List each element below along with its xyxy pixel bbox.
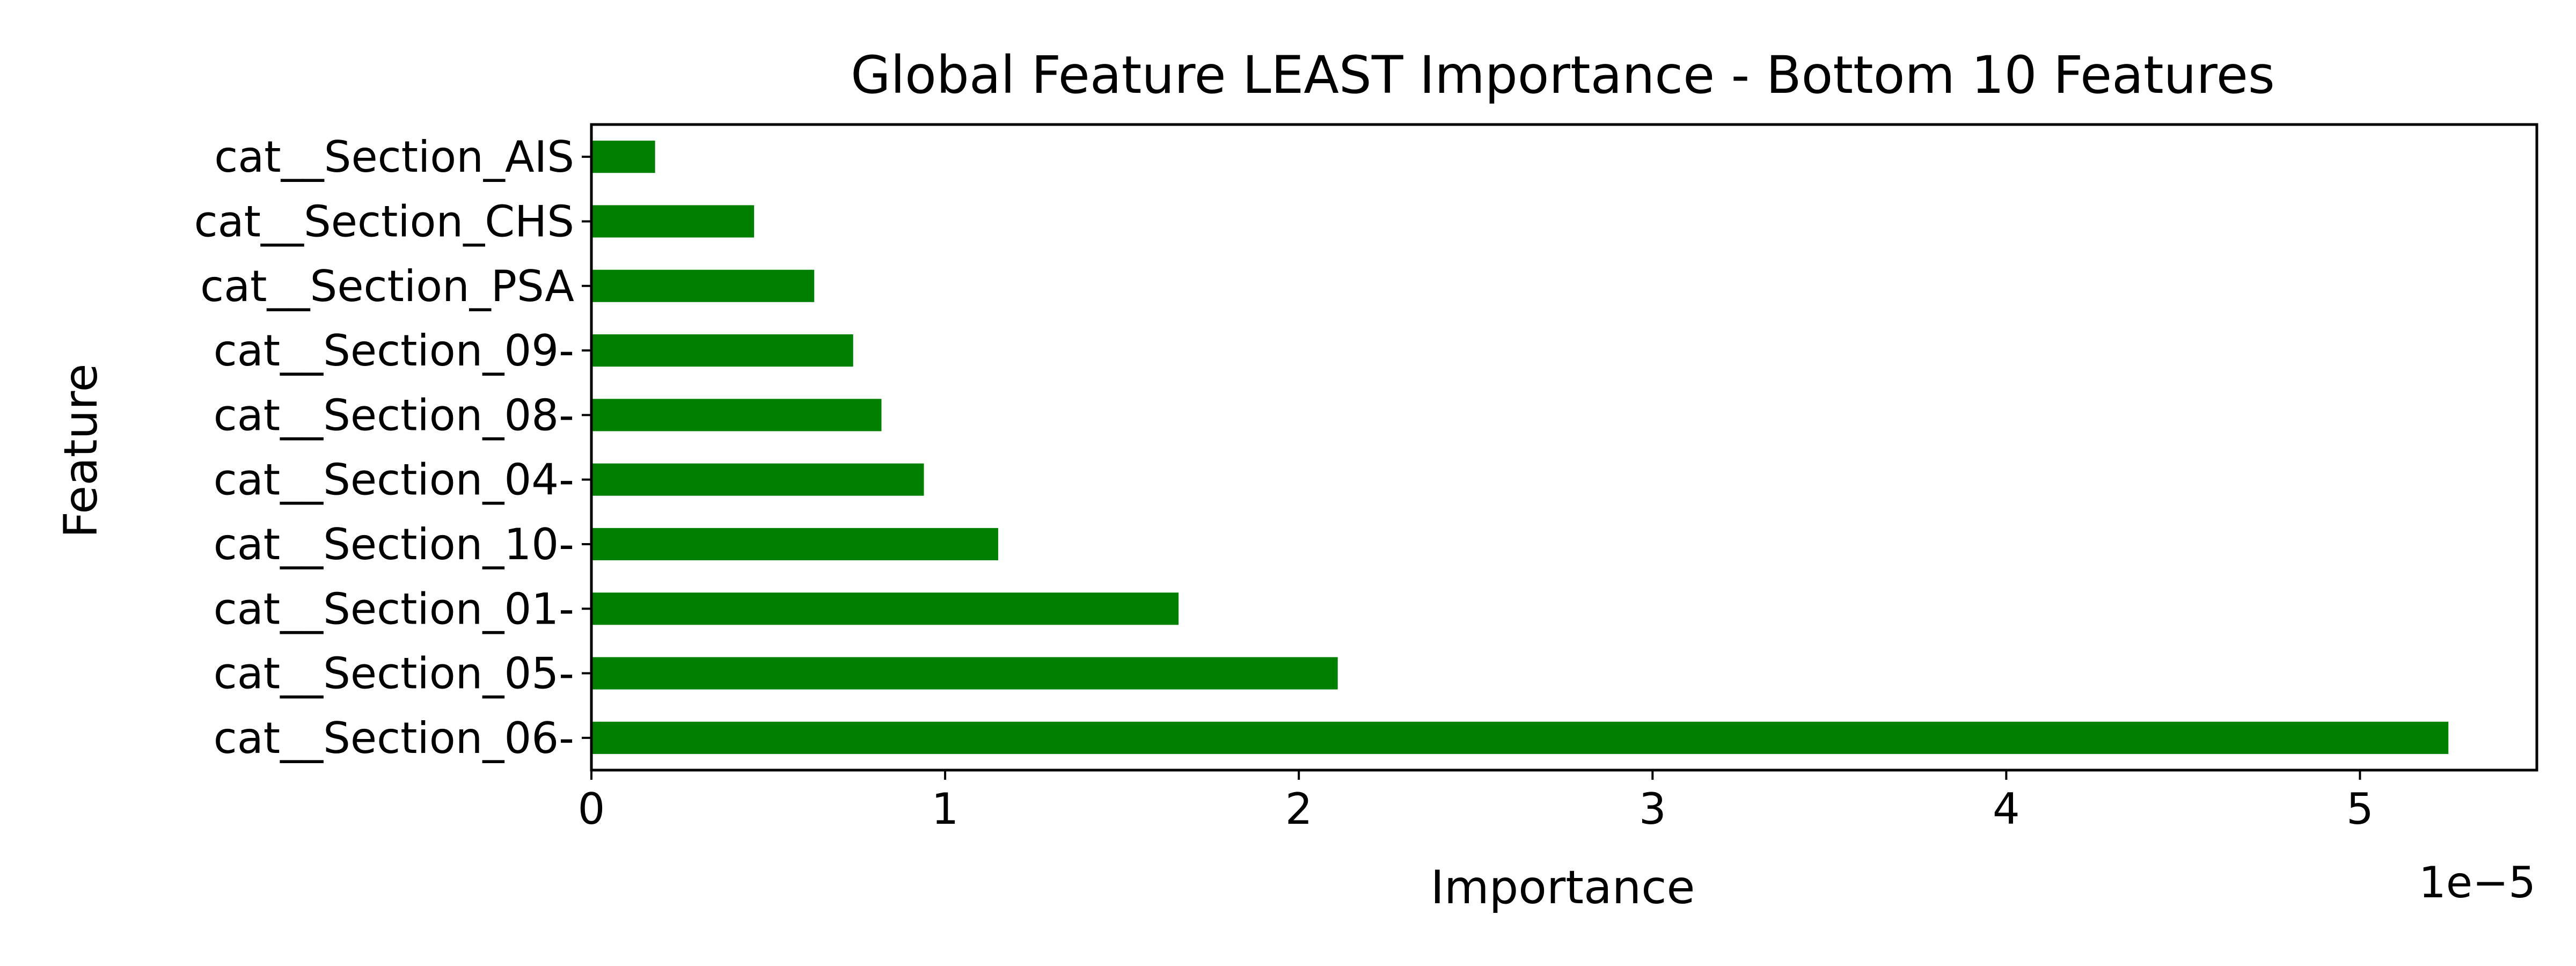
bar [591,721,2449,754]
y-tick-label: cat__Section_09- [214,326,574,376]
bars-group [591,141,2449,754]
x-axis-offset-label: 1e−5 [2419,858,2536,908]
y-tick-label: cat__Section_05- [214,649,574,699]
x-tick-label: 5 [2346,784,2374,834]
y-tick-label: cat__Section_06- [214,713,574,763]
chart-title: Global Feature LEAST Importance - Bottom… [851,45,2275,105]
x-tick-label: 3 [1639,784,1666,834]
bar [591,334,853,367]
bar [591,205,755,238]
x-tick-label: 2 [1285,784,1313,834]
bar [591,141,655,173]
bar [591,269,815,302]
bar [591,592,1179,625]
x-tick-label: 0 [578,784,605,834]
plot-area-frame [590,123,2538,772]
y-tick-label: cat__Section_04- [214,455,574,505]
y-tick-label: cat__Section_10- [214,519,574,569]
bar [591,399,882,431]
x-tick-label: 4 [1993,784,2020,834]
y-tick-label: cat__Section_01- [214,584,574,634]
x-axis-ticks: 0 1 2 3 4 5 [578,770,2374,834]
y-tick-label: cat__Section_CHS [194,196,574,246]
bar [591,657,1338,690]
bar [591,528,998,561]
x-axis-label: Importance [1431,861,1695,914]
y-tick-label: cat__Section_PSA [200,261,574,311]
y-tick-label: cat__Section_08- [214,390,574,440]
x-tick-label: 1 [932,784,959,834]
y-tick-label: cat__Section_AIS [214,132,574,182]
bar [591,463,924,496]
y-axis-ticks: cat__Section_AIS cat__Section_CHS cat__Sec… [194,132,591,763]
y-axis-label: Feature [54,364,108,538]
